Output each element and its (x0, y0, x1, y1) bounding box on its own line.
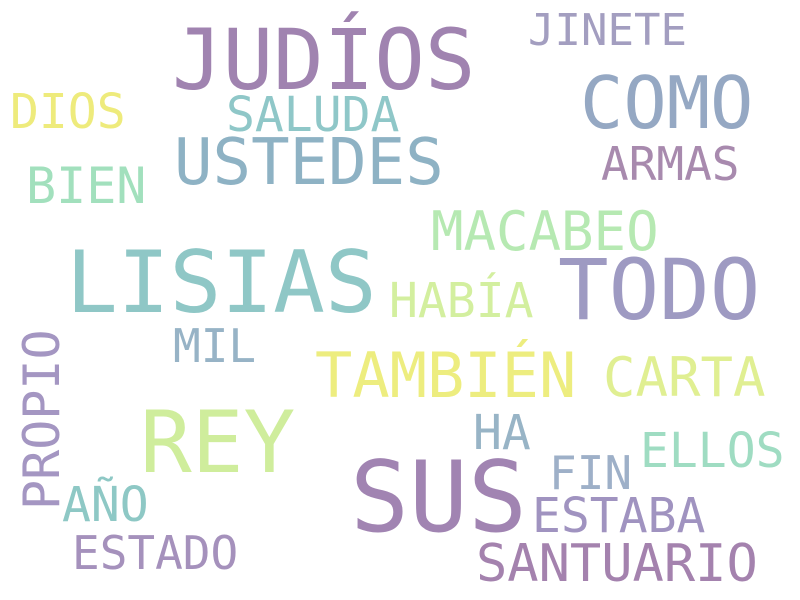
word-saluda: SALUDA (226, 87, 400, 143)
word-judios: JUDÍOS (172, 11, 476, 109)
word-rey: REY (140, 393, 296, 493)
word-ha: HA (473, 405, 531, 461)
word-ustedes: USTEDES (174, 126, 444, 200)
word-mil: MIL (173, 319, 257, 373)
word-ano: AÑO (62, 477, 149, 533)
word-lisias: LISIAS (66, 233, 377, 333)
word-fin: FIN (549, 446, 633, 500)
word-como: COMO (580, 61, 754, 145)
word-tambien: TAMBIÉN (315, 339, 577, 412)
word-carta: CARTA (603, 346, 766, 409)
word-jinete: JINETE (528, 5, 687, 56)
word-estado: ESTADO (72, 526, 239, 580)
word-sus: SUS (350, 441, 528, 555)
word-santuario: SANTUARIO (476, 534, 758, 594)
word-ellos: ELLOS (640, 423, 785, 479)
word-propio: PROPIO (13, 329, 71, 510)
word-armas: ARMAS (601, 137, 740, 191)
word-habia: HABÍA (389, 273, 534, 329)
word-bien: BIEN (26, 157, 147, 215)
word-todo: TODO (558, 241, 761, 339)
word-estaba: ESTABA (532, 488, 706, 544)
word-dios: DIOS (10, 84, 126, 140)
word-macabeo: MACABEO (431, 200, 659, 263)
